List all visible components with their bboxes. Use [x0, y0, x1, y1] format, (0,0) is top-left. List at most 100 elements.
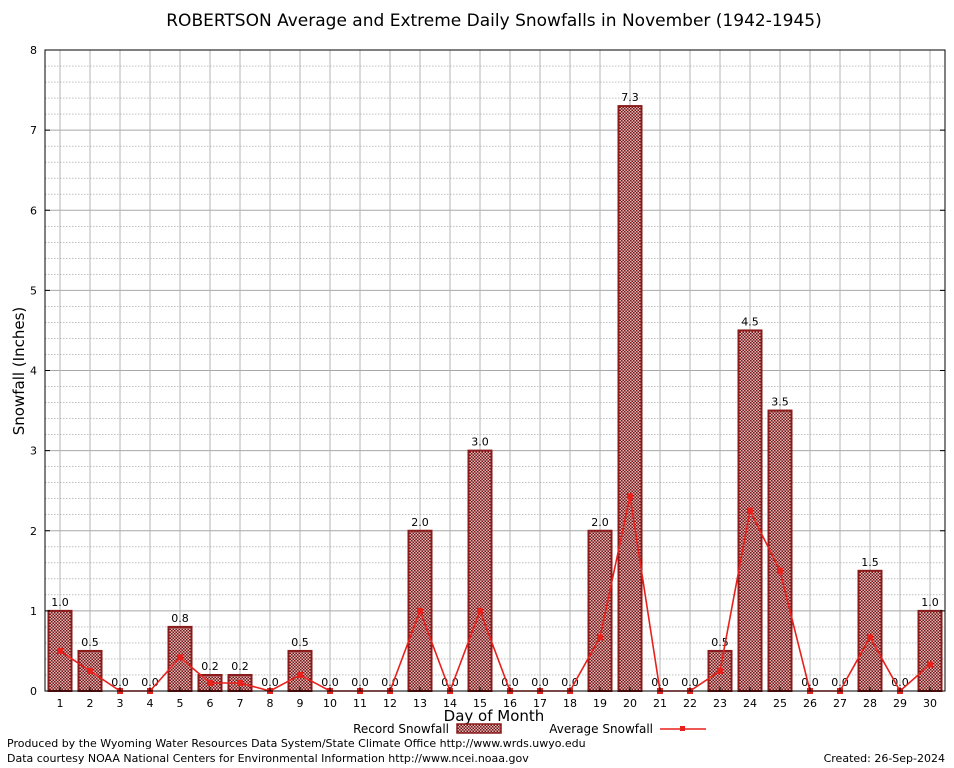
record-bar-day-28 — [857, 569, 883, 692]
x-tick-label: 23 — [713, 697, 727, 710]
record-value-label-day-24: 4.5 — [741, 315, 759, 328]
record-value-label-day-15: 3.0 — [471, 436, 489, 449]
x-tick-label: 3 — [117, 697, 124, 710]
average-point-day-15 — [477, 607, 483, 614]
record-value-label-day-6: 0.2 — [201, 660, 219, 673]
y-tick-label: 2 — [30, 525, 37, 538]
average-point-day-30 — [927, 661, 933, 668]
legend-record-label: Record Snowfall — [353, 722, 449, 736]
average-point-day-19 — [597, 634, 603, 641]
created-date: Created: 26-Sep-2024 — [823, 752, 945, 765]
average-point-day-6 — [207, 679, 213, 686]
record-bars: 1.0 0.5 0.0 0.0 0.8 0.2 0.2 0.0 0.5 0.0 0.0 0.0 2.0 0… — [47, 91, 943, 693]
x-tick-label: 8 — [267, 697, 274, 710]
average-point-day-23 — [717, 667, 723, 674]
record-bar-day-15 — [467, 449, 493, 692]
record-bar-day-25 — [767, 409, 793, 692]
record-value-label-day-18: 0.0 — [561, 676, 579, 689]
legend-average-marker — [680, 726, 685, 731]
record-value-label-day-20: 7.3 — [621, 91, 639, 104]
record-value-label-day-5: 0.8 — [171, 612, 189, 625]
average-point-day-5 — [177, 654, 183, 661]
record-value-label-day-8: 0.0 — [261, 676, 279, 689]
x-tick-label: 29 — [893, 697, 907, 710]
average-point-day-7 — [237, 679, 243, 686]
average-point-day-13 — [417, 607, 423, 614]
x-tick-label: 27 — [833, 697, 847, 710]
record-value-label-day-22: 0.0 — [681, 676, 699, 689]
record-value-label-day-28: 1.5 — [861, 556, 879, 569]
x-tick-label: 4 — [147, 697, 154, 710]
x-axis-label: Day of Month — [444, 707, 545, 725]
y-tick-label: 8 — [30, 44, 37, 57]
y-tick-label: 0 — [30, 685, 37, 698]
y-tick-label: 6 — [30, 204, 37, 217]
record-value-label-day-27: 0.0 — [831, 676, 849, 689]
x-tick-label: 17 — [533, 697, 547, 710]
x-tick-label: 6 — [207, 697, 214, 710]
average-point-day-1 — [57, 647, 63, 654]
record-value-label-day-26: 0.0 — [801, 676, 819, 689]
average-point-day-25 — [777, 567, 783, 574]
credit-line-2: Data courtesy NOAA National Centers for … — [7, 752, 529, 765]
record-value-label-day-30: 1.0 — [921, 596, 939, 609]
credit-line-1: Produced by the Wyoming Water Resources … — [7, 737, 586, 750]
record-value-label-day-17: 0.0 — [531, 676, 549, 689]
record-bar-day-30 — [917, 609, 943, 692]
x-tick-label: 28 — [863, 697, 877, 710]
y-tick-label: 4 — [30, 365, 37, 378]
x-tick-label: 30 — [923, 697, 937, 710]
x-tick-label: 26 — [803, 697, 817, 710]
record-value-label-day-9: 0.5 — [291, 636, 309, 649]
record-bar-day-9 — [287, 649, 313, 692]
x-tick-label: 10 — [323, 697, 337, 710]
record-value-label-day-29: 0.0 — [891, 676, 909, 689]
x-tick-label: 1 — [57, 697, 64, 710]
average-point-day-24 — [747, 507, 753, 514]
x-tick-label: 21 — [653, 697, 667, 710]
x-tick-label: 19 — [593, 697, 607, 710]
x-tick-label: 18 — [563, 697, 577, 710]
average-point-day-28 — [867, 634, 873, 641]
record-value-label-day-10: 0.0 — [321, 676, 339, 689]
record-bar-day-20 — [617, 105, 643, 692]
record-value-label-day-7: 0.2 — [231, 660, 249, 673]
average-point-day-9 — [297, 671, 303, 678]
average-point-day-2 — [87, 667, 93, 674]
x-tick-label: 25 — [773, 697, 787, 710]
record-value-label-day-2: 0.5 — [81, 636, 99, 649]
average-point-day-20 — [627, 493, 633, 500]
legend-average-label: Average Snowfall — [549, 722, 653, 736]
x-tick-label: 24 — [743, 697, 757, 710]
record-value-label-day-11: 0.0 — [351, 676, 369, 689]
x-tick-label: 2 — [87, 697, 94, 710]
legend-record-swatch — [456, 723, 502, 734]
chart-title: ROBERTSON Average and Extreme Daily Snow… — [166, 11, 821, 31]
x-tick-label: 14 — [443, 697, 457, 710]
record-value-label-day-13: 2.0 — [411, 516, 429, 529]
x-tick-label: 5 — [177, 697, 184, 710]
record-value-label-day-25: 3.5 — [771, 396, 789, 409]
y-tick-label: 7 — [30, 124, 37, 137]
record-value-label-day-1: 1.0 — [51, 596, 69, 609]
average-line — [57, 493, 933, 694]
x-tick-label: 7 — [237, 697, 244, 710]
grid-lines — [45, 50, 945, 691]
x-tick-label: 13 — [413, 697, 427, 710]
y-axis-label: Snowfall (Inches) — [10, 307, 28, 435]
x-tick-label: 16 — [503, 697, 517, 710]
average-line-path — [59, 496, 931, 694]
x-tick-label: 12 — [383, 697, 397, 710]
x-tick-label: 15 — [473, 697, 487, 710]
legend: Record Snowfall Average Snowfall — [353, 722, 706, 736]
record-value-label-day-3: 0.0 — [111, 676, 129, 689]
x-tick-label: 11 — [353, 697, 367, 710]
x-tick-label: 9 — [297, 697, 304, 710]
record-value-label-day-21: 0.0 — [651, 676, 669, 689]
y-tick-label: 3 — [30, 445, 37, 458]
record-value-label-day-19: 2.0 — [591, 516, 609, 529]
record-bar-day-19 — [587, 529, 613, 692]
x-tick-label: 20 — [623, 697, 637, 710]
